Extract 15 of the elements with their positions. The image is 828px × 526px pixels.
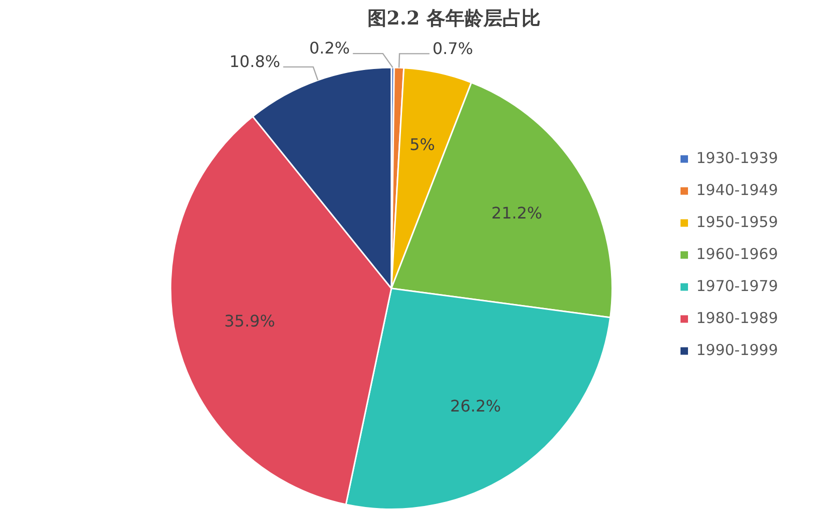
data-label: 5% [410,135,435,154]
legend-label: 1930-1939 [696,148,778,167]
legend-label: 1980-1989 [696,308,778,327]
data-label: 21.2% [491,203,542,222]
data-label: 26.2% [450,396,501,416]
data-label: 0.7% [432,38,474,58]
data-label: 0.2% [309,38,350,58]
legend-label: 1960-1969 [696,244,778,263]
legend-label: 1970-1979 [696,276,778,295]
chart-title: 图2.2 各年龄层占比 [368,7,540,30]
data-label: 35.9% [224,312,276,331]
legend-label: 1940-1949 [696,180,778,199]
legend-label: 1990-1999 [696,340,778,359]
legend-label: 1950-1959 [696,212,778,231]
data-label: 10.8% [229,52,280,72]
